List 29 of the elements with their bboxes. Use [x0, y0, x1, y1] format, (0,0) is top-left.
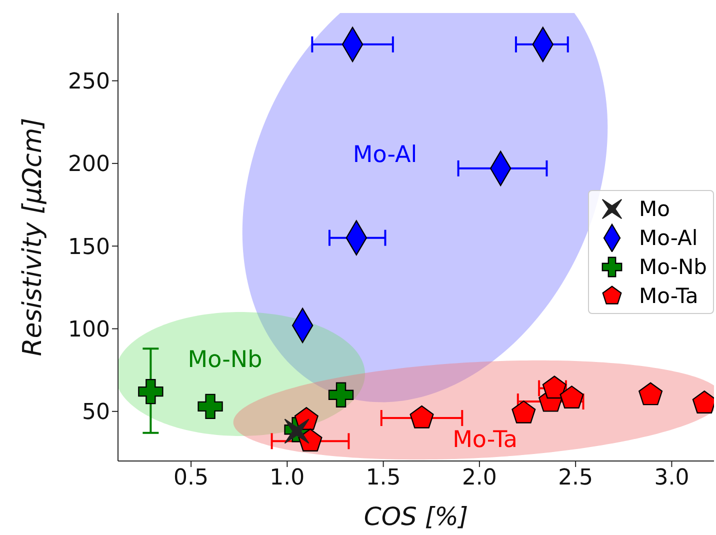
- point: [410, 405, 434, 428]
- legend-label: Mo-Nb: [639, 254, 707, 278]
- x-axis-title: COS [%]: [364, 502, 468, 531]
- annotation: Mo-Ta: [452, 427, 518, 453]
- x-tick-label: 2.5: [558, 466, 594, 491]
- point: [328, 382, 354, 408]
- x-tick-label: 2.0: [462, 466, 497, 491]
- y-tick-label: 150: [68, 234, 110, 260]
- point: [512, 400, 536, 424]
- x-tick-label: 3.0: [654, 466, 690, 491]
- y-axis-title: Resistivity [μΩcm]: [18, 118, 48, 356]
- y-tick-label: 50: [82, 400, 110, 426]
- x-tick-label: 0.5: [174, 466, 209, 491]
- legend-label: Mo-Ta: [639, 284, 698, 308]
- x-tick-label: 1.0: [270, 466, 305, 491]
- point: [542, 376, 566, 399]
- y-tick-label: 100: [68, 318, 110, 343]
- x-tick-label: 1.5: [366, 466, 401, 491]
- point: [138, 378, 164, 404]
- point: [298, 428, 322, 452]
- legend-label: Mo: [639, 196, 670, 220]
- y-tick-label: 200: [68, 152, 110, 178]
- y-tick-label: 250: [68, 70, 110, 95]
- point: [560, 386, 584, 408]
- annotation: Mo-Nb: [188, 347, 262, 373]
- point: [638, 382, 663, 406]
- annotation: Mo-Al: [352, 142, 418, 168]
- point: [198, 394, 223, 420]
- legend-label: Mo-Al: [639, 226, 698, 250]
